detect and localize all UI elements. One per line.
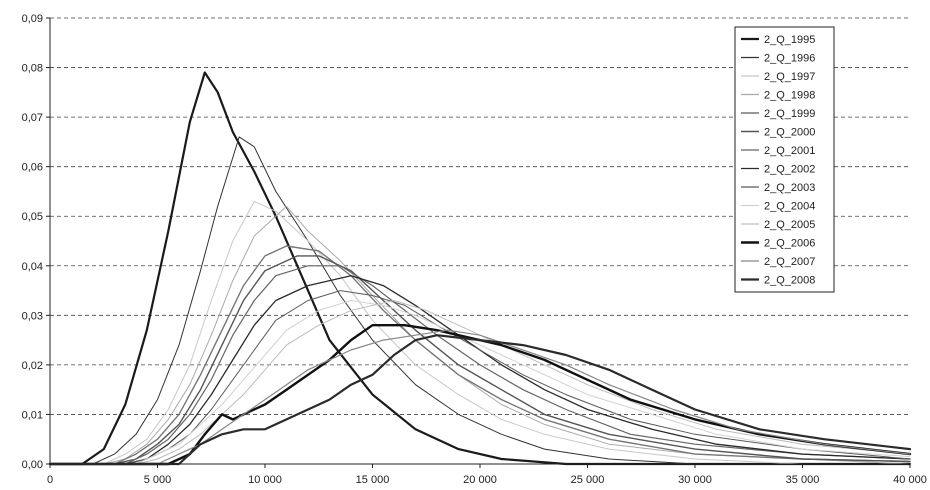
legend-label: 2_Q_2006	[764, 238, 815, 250]
legend: 2_Q_1995 2_Q_1996 2_Q_1997 2_Q_1998 2_Q_1999…	[734, 26, 835, 293]
x-tick-label: 30 000	[678, 474, 712, 486]
series-line-2_Q_2005	[49, 300, 911, 465]
series-line-2_Q_2003	[49, 290, 911, 465]
legend-label: 2_Q_2004	[764, 201, 815, 213]
legend-label: 2_Q_2007	[764, 256, 815, 268]
series-line-2_Q_1997	[49, 200, 911, 465]
series-line-2_Q_1998	[49, 205, 911, 465]
x-tick-label: 25 000	[571, 474, 605, 486]
x-tick-label: 20 000	[463, 474, 497, 486]
legend-label: 2_Q_2005	[764, 219, 815, 231]
y-axis-ticks: 0,00 0,01 0,02 0,03 0,04 0,05 0,06 0,07 0,08 0,09	[22, 13, 50, 471]
series-line-2_Q_2001	[49, 265, 911, 465]
y-tick-label: 0,04	[22, 261, 43, 273]
legend-box	[734, 26, 835, 293]
y-tick-label: 0,00	[22, 459, 43, 471]
series-line-2_Q_1995	[48, 71, 912, 466]
x-tick-label: 0	[47, 474, 53, 486]
series-line-2_Q_2007	[49, 329, 911, 465]
x-tick-label: 35 000	[786, 474, 820, 486]
legend-label: 2_Q_2001	[764, 145, 815, 157]
legend-label: 2_Q_1998	[764, 90, 815, 102]
y-tick-label: 0,03	[22, 310, 43, 322]
y-tick-label: 0,09	[22, 13, 43, 25]
series-line-2_Q_1999	[49, 245, 911, 465]
x-tick-label: 5 000	[144, 474, 172, 486]
series-line-2_Q_2000	[49, 255, 911, 465]
legend-label: 2_Q_1999	[764, 108, 815, 120]
legend-label: 2_Q_2003	[764, 182, 815, 194]
x-tick-label: 15 000	[356, 474, 390, 486]
series-line-2_Q_1996	[49, 136, 911, 465]
legend-label: 2_Q_1997	[764, 71, 815, 83]
legend-label: 2_Q_2008	[764, 275, 815, 287]
y-tick-label: 0,01	[22, 409, 43, 421]
axes	[49, 18, 910, 465]
y-tick-label: 0,06	[22, 162, 43, 174]
y-tick-label: 0,08	[22, 63, 43, 75]
legend-label: 2_Q_1995	[764, 34, 815, 46]
series-lines	[48, 71, 912, 466]
x-tick-label: 10 000	[248, 474, 282, 486]
legend-label: 2_Q_2002	[764, 164, 815, 176]
y-tick-label: 0,07	[22, 112, 43, 124]
series-line-2_Q_2004	[49, 300, 911, 465]
legend-label: 2_Q_2000	[764, 127, 815, 139]
series-line-2_Q_2006	[48, 324, 912, 466]
series-line-2_Q_2002	[49, 275, 911, 465]
series-line-2_Q_2008	[48, 334, 912, 466]
y-tick-label: 0,05	[22, 211, 43, 223]
y-tick-label: 0,02	[22, 360, 43, 372]
x-tick-label: 40 000	[893, 474, 927, 486]
legend-label: 2_Q_1996	[764, 53, 815, 65]
gridlines	[50, 17, 910, 415]
x-axis-ticks: 0 5 000 10 000 15 000 20 000 25 000 30 000 35 0…	[47, 464, 927, 486]
